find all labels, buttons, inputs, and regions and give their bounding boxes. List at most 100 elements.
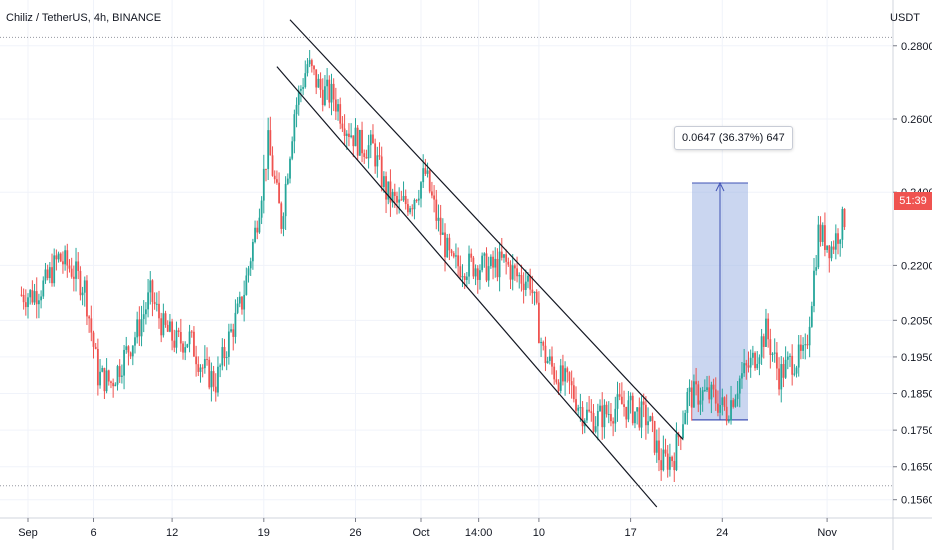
candle-body: [780, 364, 783, 390]
candle-body: [142, 314, 145, 320]
candle-body: [70, 268, 73, 277]
candle-body: [197, 364, 200, 372]
candle-body: [276, 179, 278, 183]
candle-body: [610, 414, 612, 422]
candle-body: [407, 204, 409, 213]
candle-body: [566, 368, 569, 373]
candle-body: [843, 208, 846, 228]
candle-body: [343, 128, 346, 136]
price-tick-label: 0.1850: [901, 389, 932, 401]
time-tick-label: 12: [166, 527, 178, 539]
candle-body: [433, 195, 435, 200]
candle-body: [592, 412, 595, 432]
candle-body: [273, 175, 276, 180]
time-tick-label: Nov: [817, 527, 837, 539]
candle-body: [806, 344, 809, 346]
candle-body: [251, 242, 254, 262]
candle-body: [599, 405, 601, 412]
candle-body: [131, 345, 134, 357]
candle-body: [337, 104, 339, 112]
candle-body: [511, 265, 514, 280]
candle-body: [636, 407, 639, 412]
candle-body: [230, 329, 232, 332]
candle-body: [769, 339, 772, 355]
candle-body: [524, 281, 527, 290]
candle-body: [81, 292, 84, 296]
price-tick-label: 0.2050: [901, 315, 932, 327]
candle-body: [662, 449, 665, 471]
candle-body: [435, 199, 438, 221]
candle-body: [568, 372, 571, 382]
candle-body: [446, 237, 449, 258]
candle-body: [767, 318, 770, 340]
candle-body: [778, 368, 780, 390]
candle-body: [184, 347, 187, 353]
candle-body: [160, 318, 163, 336]
candle-body: [319, 78, 322, 90]
candle-body: [703, 390, 706, 392]
candle-body: [719, 405, 722, 413]
candle-body: [551, 356, 553, 367]
candle-body: [46, 269, 49, 279]
candle-body: [605, 404, 608, 415]
candle-body: [88, 316, 91, 319]
candle-body: [24, 302, 27, 308]
candle-body: [267, 130, 270, 169]
candle-body: [614, 408, 617, 424]
candle-body: [308, 60, 311, 65]
candle-body: [393, 191, 396, 196]
candle-body: [59, 253, 62, 262]
candle-body: [562, 365, 564, 382]
candle-body: [149, 280, 152, 293]
candle-body: [494, 258, 497, 268]
candle-body: [193, 331, 195, 357]
candle-body: [304, 73, 307, 88]
candle-body: [260, 200, 263, 218]
candle-body: [247, 268, 250, 276]
candle-body: [618, 394, 621, 397]
time-tick-label: 14:00: [465, 527, 493, 539]
candle-body: [572, 385, 575, 400]
candle-body: [699, 400, 702, 405]
candle-body: [468, 253, 470, 277]
candle-body: [79, 270, 82, 296]
candle-body: [754, 352, 756, 369]
candle-body: [171, 321, 173, 341]
candle-body: [760, 336, 763, 358]
candle-body: [533, 291, 536, 294]
candle-body: [697, 384, 700, 405]
candle-body: [601, 405, 604, 428]
candle-body: [372, 134, 374, 144]
candle-body: [166, 324, 169, 332]
symbol-title[interactable]: Chiliz / TetherUS, 4h, BINANCE: [6, 12, 162, 24]
candle-body: [756, 363, 759, 369]
time-tick-label: 26: [349, 527, 361, 539]
candle-body: [75, 261, 77, 279]
candle-body: [444, 232, 446, 258]
price-tick-label: 0.1750: [901, 425, 932, 437]
measure-arrow-head: [715, 181, 725, 192]
time-tick-label: 24: [716, 527, 728, 539]
candle-body: [485, 253, 488, 281]
candle-body: [629, 395, 632, 401]
candle-body: [546, 360, 549, 364]
candle-body: [690, 387, 693, 408]
candle-body: [675, 434, 678, 471]
candle-body: [86, 280, 88, 317]
candle-body: [35, 291, 38, 305]
candle-body: [712, 384, 715, 390]
candle-body: [94, 346, 97, 349]
candle-body: [540, 341, 542, 344]
candle-body: [500, 251, 503, 258]
candle-body: [789, 355, 791, 357]
candle-body: [313, 65, 315, 70]
candle-body: [48, 267, 51, 279]
candle-body: [51, 267, 53, 284]
candle-body: [727, 420, 730, 422]
candle-body: [420, 182, 422, 199]
candle-body: [813, 270, 815, 307]
candle-body: [278, 182, 280, 204]
currency-label[interactable]: USDT: [890, 12, 920, 24]
candle-body: [282, 216, 285, 229]
